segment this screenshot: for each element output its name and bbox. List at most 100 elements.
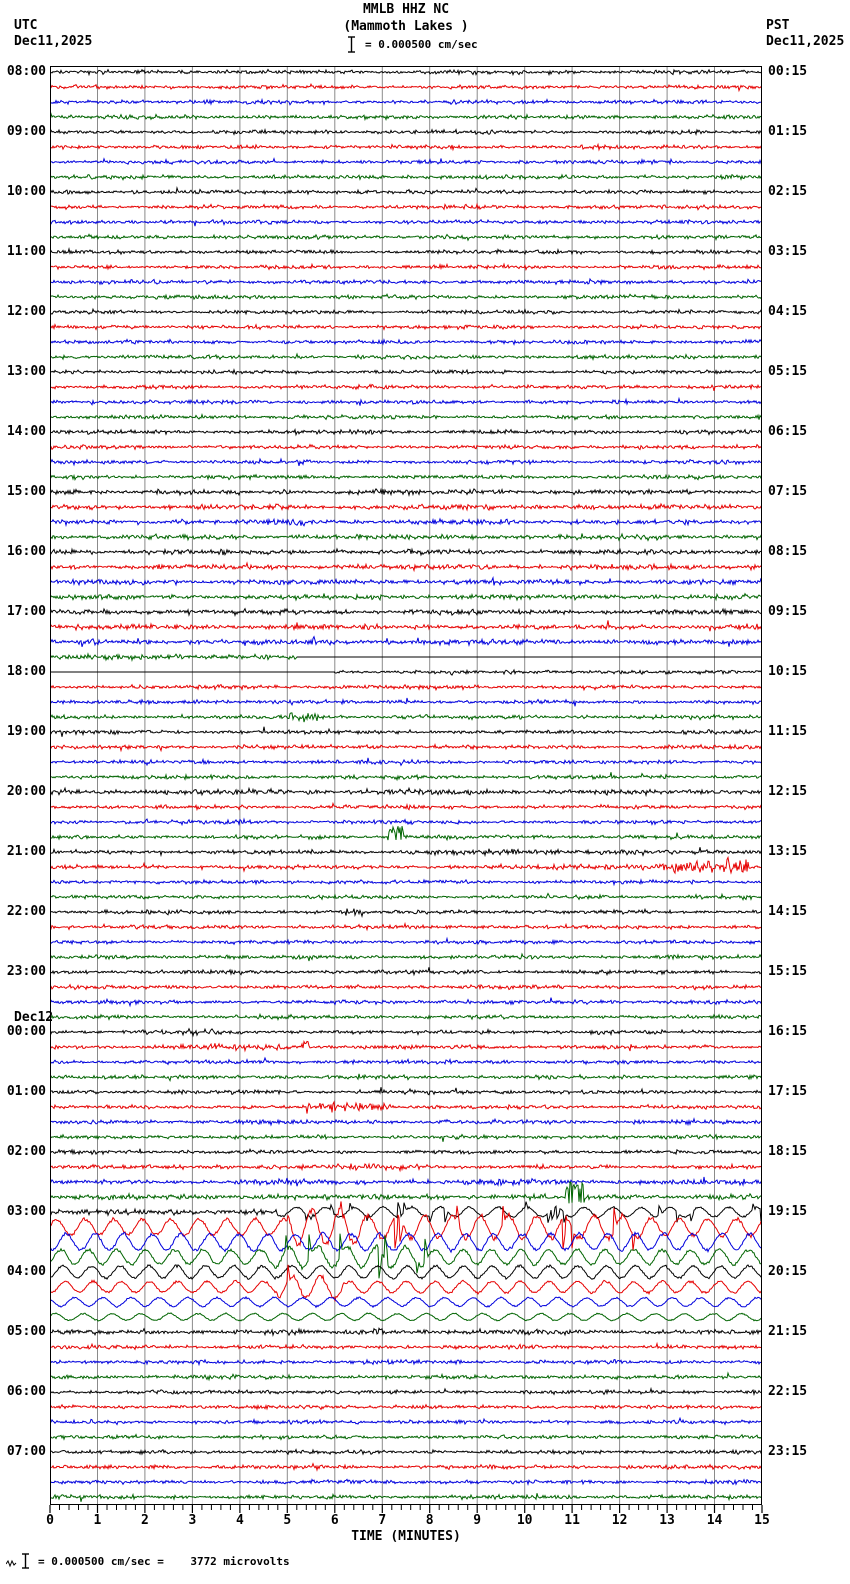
seismic-trace-row-7 [51,173,761,181]
utc-hour-label: 02:00 [6,1144,46,1159]
pst-hour-label: 00:15 [768,64,808,79]
seismic-trace-row-11 [51,233,761,242]
seismic-trace-row-13 [51,262,761,272]
seismic-trace-row-0 [51,68,761,77]
seismic-trace-row-46 [51,757,761,767]
seismic-trace-row-73 [51,1162,761,1173]
seismic-trace-row-62 [51,997,761,1008]
seismic-trace-row-80 [51,1263,761,1281]
seismic-trace-row-88 [51,1386,761,1397]
utc-hour-label: 12:00 [6,304,46,319]
seismic-trace-row-66 [51,1056,761,1066]
x-tick-label: 11 [564,1513,580,1528]
pst-hour-label: 12:15 [768,784,808,799]
utc-hour-label: 08:00 [6,64,46,79]
seismic-trace-row-21 [51,383,761,392]
seismic-trace-row-50 [51,817,761,827]
seismic-trace-row-14 [51,277,761,286]
pst-hour-label: 14:15 [768,904,808,919]
seismic-trace-row-43 [51,712,761,723]
x-tick-label: 4 [235,1513,244,1528]
utc-hour-label: 10:00 [6,184,46,199]
pst-hour-label: 23:15 [768,1444,808,1459]
utc-hour-label: 23:00 [6,964,46,979]
utc-hour-label: 19:00 [6,724,46,739]
seismic-trace-row-9 [51,202,761,211]
seismic-trace-row-65 [51,1039,761,1053]
x-tick-label: 1 [93,1513,102,1528]
seismic-trace-row-87 [51,1371,761,1382]
seismic-trace-row-12 [51,247,761,256]
utc-hour-label: 04:00 [6,1264,46,1279]
x-tick-label: 14 [706,1513,723,1528]
seismic-trace-row-40 [51,668,761,676]
seismic-trace-row-70 [51,1117,761,1127]
seismic-trace-row-75 [51,1180,761,1204]
seismic-trace-row-94 [51,1478,761,1487]
seismic-trace-row-72 [51,1147,761,1156]
x-tick-label: 3 [188,1513,197,1528]
seismic-trace-row-85 [51,1341,761,1351]
pst-hour-label: 22:15 [768,1384,808,1399]
seismic-trace-row-56 [51,907,761,919]
seismic-trace-row-90 [51,1416,761,1426]
utc-hour-label: 11:00 [6,244,46,259]
pst-hour-label: 21:15 [768,1324,808,1339]
page-title: MMLB HHZ NC [362,2,450,17]
scale-ibeam-icon [348,36,355,53]
pst-hour-label: 04:15 [768,304,808,319]
seismic-trace-row-15 [51,293,761,301]
utc-hour-label: 00:00 [6,1024,46,1039]
utc-hour-label: 22:00 [6,904,46,919]
pst-hour-label: 20:15 [768,1264,808,1279]
utc-hour-label: 17:00 [6,604,46,619]
utc-hour-label: 01:00 [6,1084,46,1099]
utc-hour-label: 06:00 [6,1384,46,1399]
seismic-trace-row-61 [51,983,761,991]
utc-timezone-label: UTC [14,18,38,33]
seismic-trace-row-31 [51,532,761,542]
utc-hour-label: 21:00 [6,844,46,859]
utc-hour-label: 20:00 [6,784,46,799]
seismic-trace-row-71 [51,1133,761,1142]
seismic-trace-row-32 [51,547,761,557]
seismic-trace-row-77 [51,1201,761,1251]
seismic-trace-row-63 [51,1012,761,1022]
seismic-trace-row-67 [51,1073,761,1082]
pst-hour-label: 10:15 [768,664,808,679]
pst-hour-label: 15:15 [768,964,808,979]
seismic-trace-row-34 [51,576,761,587]
seismic-trace-row-30 [51,517,761,528]
x-tick-label: 5 [283,1513,292,1528]
footer-scale-note: = 0.000500 cm/sec = 3772 microvolts [6,1551,290,1569]
utc-hour-label: 09:00 [6,124,46,139]
seismic-trace-row-19 [51,352,761,362]
seismic-trace-row-95 [51,1492,761,1502]
utc-hour-label: 07:00 [6,1444,46,1459]
x-tick-label: 10 [516,1513,533,1528]
pst-hour-label: 17:15 [768,1084,808,1099]
seismic-trace-row-91 [51,1433,761,1441]
seismic-trace-row-59 [51,952,761,962]
x-tick-label: 2 [141,1513,149,1528]
pst-hour-label: 19:15 [768,1204,808,1219]
x-tick-label: 0 [46,1513,54,1528]
seismic-trace-row-5 [51,142,761,152]
x-tick-label: 8 [425,1513,434,1528]
x-tick-label: 12 [611,1513,628,1528]
scale-indicator: = 0.000500 cm/sec [347,36,478,53]
footer-scale-text: = 0.000500 cm/sec = 3772 microvolts [38,1555,290,1568]
waveform-squiggle-icon [6,1559,17,1568]
seismic-trace-row-89 [51,1403,761,1411]
seismic-trace-row-4 [51,128,761,137]
utc-hour-label: 16:00 [6,544,46,559]
utc-hour-label: 03:00 [6,1204,46,1219]
seismic-trace-row-54 [51,878,761,887]
seismic-trace-row-57 [51,921,761,932]
seismic-trace-row-41 [51,683,761,692]
seismic-trace-row-26 [51,457,761,467]
seismic-trace-row-29 [51,502,761,512]
x-axis-title: TIME (MINUTES) [351,1529,461,1544]
pst-hour-label: 13:15 [768,844,808,859]
seismic-trace-row-74 [51,1176,761,1187]
